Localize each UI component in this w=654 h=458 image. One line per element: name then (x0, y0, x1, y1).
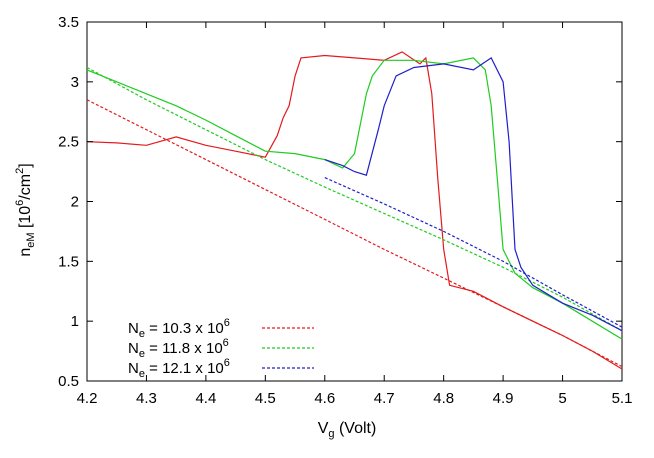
legend-label: Ne = 11.8 x 106 (128, 337, 229, 360)
x-tick-label: 4.7 (374, 390, 395, 407)
x-tick-label: 4.8 (433, 390, 454, 407)
series-line-1-solid (86, 51, 623, 370)
series-line-2-dashed (86, 99, 623, 368)
x-tick-label: 4.3 (136, 390, 157, 407)
y-tick-label: 1.5 (58, 253, 79, 270)
x-tick-label: 5 (558, 390, 566, 407)
legend-label: Ne = 10.3 x 106 (128, 317, 230, 340)
x-axis-ticks: 4.2 4.3 4.4 4.5 4.6 4.7 4.8 4.9 5 5.1 (77, 22, 633, 407)
y-tick-label: 2 (71, 194, 79, 211)
series-line-5-solid (324, 57, 623, 332)
x-tick-label: 4.4 (195, 390, 216, 407)
y-axis-ticks: 0.5 1 1.5 2 2.5 3 3.5 (58, 14, 622, 390)
x-tick-label: 4.6 (314, 390, 335, 407)
x-axis-label: Vg (Volt) (318, 420, 377, 440)
y-tick-label: 3 (71, 74, 79, 91)
y-axis-label: neM [106/cm2] (14, 163, 37, 256)
x-tick-label: 4.5 (255, 390, 276, 407)
legend: Ne = 10.3 x 106 Ne = 11.8 x 106 Ne = 12.… (128, 317, 314, 380)
legend-entry: Ne = 10.3 x 106 (128, 317, 314, 340)
series-line-3-solid (86, 57, 623, 340)
y-tick-label: 3.5 (58, 14, 79, 31)
y-tick-label: 2.5 (58, 134, 79, 151)
x-tick-label: 5.1 (612, 390, 633, 407)
series-layer (86, 51, 623, 370)
series-line-6-dashed (324, 177, 623, 328)
legend-label: Ne = 12.1 x 106 (128, 357, 230, 380)
legend-entry: Ne = 12.1 x 106 (128, 357, 314, 380)
legend-entry: Ne = 11.8 x 106 (128, 337, 314, 360)
y-tick-label: 1 (71, 313, 79, 330)
y-tick-label: 0.5 (58, 373, 79, 390)
series-line-4-dashed (86, 66, 623, 332)
x-tick-label: 4.9 (493, 390, 514, 407)
x-tick-label: 4.2 (77, 390, 98, 407)
